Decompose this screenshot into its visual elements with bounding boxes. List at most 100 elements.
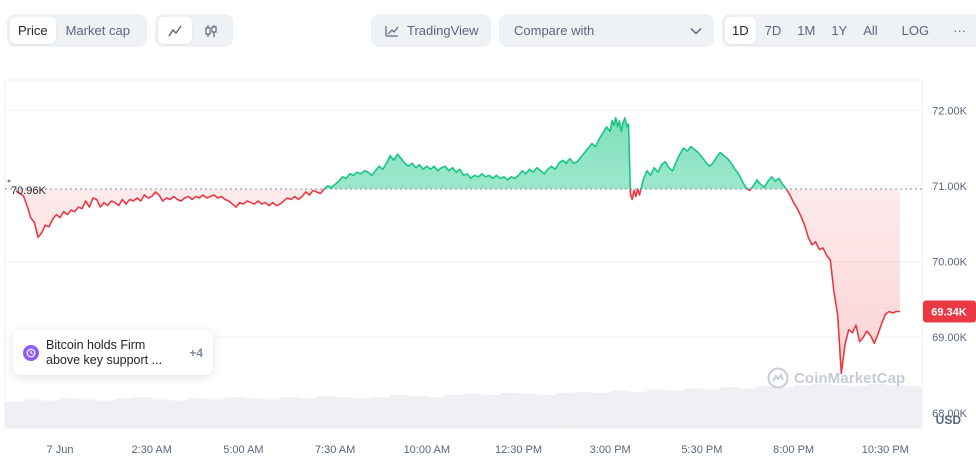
volume-bar <box>5 401 24 428</box>
volume-bar <box>353 398 373 428</box>
volume-bar <box>830 385 850 428</box>
x-tick-label: 5:00 AM <box>223 444 263 456</box>
compare-with-dropdown[interactable]: Compare with <box>499 14 714 47</box>
range-1y-button[interactable]: 1Y <box>831 23 848 38</box>
range-all-button[interactable]: All <box>863 23 878 38</box>
chart-view-toggle <box>155 14 233 47</box>
y-tick-label: 69.00K <box>932 332 968 344</box>
volume-bar <box>610 390 630 428</box>
volume-bar <box>170 400 189 428</box>
volume-bar <box>811 384 831 428</box>
x-tick-label: 5:30 PM <box>681 444 722 456</box>
x-tick-label: 10:30 PM <box>862 444 909 456</box>
volume-bar <box>885 385 905 428</box>
volume-bar <box>371 397 391 428</box>
volume-bar <box>243 398 263 428</box>
y-tick-label: 70.00K <box>932 257 968 269</box>
baseline: 70.96K <box>5 179 922 197</box>
volume-bar <box>445 395 464 428</box>
line-chart-icon <box>168 25 182 36</box>
volume-bar <box>78 399 98 428</box>
volume-bar <box>500 392 520 428</box>
price-line-up <box>323 117 788 189</box>
volume-bar <box>555 392 575 428</box>
range-1d-button[interactable]: 1D <box>725 17 756 44</box>
volume-bar <box>646 389 666 428</box>
news-more-count[interactable]: +4 <box>189 345 203 360</box>
watermark-text: CoinMarketCap <box>794 369 906 387</box>
chart-toolbar: Price Market cap TradingView Compare wit… <box>0 14 976 48</box>
chevron-down-icon <box>690 27 702 35</box>
volume-bar <box>188 398 208 428</box>
volume-bar <box>41 400 61 428</box>
volume-bar <box>23 399 43 428</box>
volume-bar <box>518 393 538 428</box>
current-price-badge <box>923 300 976 323</box>
volume-bar <box>848 386 868 428</box>
price-line-down <box>15 188 900 375</box>
volume-bar <box>60 398 79 428</box>
news-card[interactable]: Bitcoin holds Firm above key support ...… <box>13 330 213 375</box>
range-7d-button[interactable]: 7D <box>764 23 782 38</box>
tab-market-cap[interactable]: Market cap <box>65 23 130 38</box>
y-tick-label: 72.00K <box>932 105 968 117</box>
y-currency-label: USD <box>936 413 962 427</box>
x-tick-label: 10:00 AM <box>404 444 450 456</box>
price-area-up <box>16 117 900 189</box>
current-price-label: 69.34K <box>931 306 967 318</box>
volume-bar <box>756 386 776 428</box>
volume-bar <box>866 384 886 428</box>
price-series <box>15 117 900 375</box>
time-range-selector: 1D 7D 1M 1Y All LOG ··· <box>722 14 976 47</box>
tab-price[interactable]: Price <box>10 17 56 44</box>
volume-bar <box>261 399 281 428</box>
baseline-label: 70.96K <box>11 185 47 197</box>
tradingview-label: TradingView <box>407 23 479 38</box>
volume-bar <box>408 396 428 428</box>
volume-bar <box>463 393 483 428</box>
x-tick-label: 2:30 AM <box>132 444 172 456</box>
volume-bar <box>96 400 116 428</box>
x-tick-label: 7 Jun <box>47 444 74 456</box>
volume-bar <box>720 387 740 428</box>
log-scale-button[interactable]: LOG <box>901 23 930 38</box>
tradingview-chart-icon <box>385 25 399 37</box>
candle-view-button[interactable] <box>194 17 228 44</box>
news-headline: Bitcoin holds Firm above key support ... <box>46 337 163 367</box>
volume-bar <box>225 397 244 428</box>
more-options-button[interactable]: ··· <box>953 23 967 38</box>
volume-bar <box>426 397 446 428</box>
y-tick-label: 68.00K <box>932 408 968 420</box>
tradingview-button[interactable]: TradingView <box>371 14 491 47</box>
volume-bar <box>280 397 299 428</box>
range-1m-button[interactable]: 1M <box>797 23 816 38</box>
price-marketcap-toggle: Price Market cap <box>7 14 147 47</box>
price-area-down <box>16 188 900 374</box>
news-clock-icon <box>23 344 39 361</box>
volume-bar <box>481 395 501 428</box>
volume-bar <box>316 396 336 428</box>
compare-with-label: Compare with <box>514 23 595 38</box>
coinmarketcap-logo-icon <box>767 367 789 389</box>
x-tick-label: 7:30 AM <box>315 444 355 456</box>
y-tick-label: 71.00K <box>932 181 968 193</box>
volume-bar <box>665 390 685 428</box>
volume-bar <box>390 395 409 428</box>
volume-bar <box>775 387 795 428</box>
volume-bar <box>206 399 226 428</box>
volume-bar <box>591 392 611 428</box>
line-view-button[interactable] <box>158 17 192 44</box>
volume-bar <box>903 386 923 428</box>
candlestick-icon <box>205 24 217 37</box>
x-axis: 7 Jun 2:30 AM 5:00 AM 7:30 AM 10:00 AM 12:30 … <box>47 444 909 456</box>
x-tick-label: 8:00 PM <box>773 444 814 456</box>
volume-bar <box>793 385 813 428</box>
volume-bar <box>133 397 153 428</box>
volume-bar <box>335 397 354 428</box>
volume-bar <box>701 389 721 428</box>
volume-bar <box>536 395 556 428</box>
volume-bar <box>298 398 318 428</box>
volume-bar <box>151 399 171 428</box>
volume-bar <box>683 388 703 428</box>
